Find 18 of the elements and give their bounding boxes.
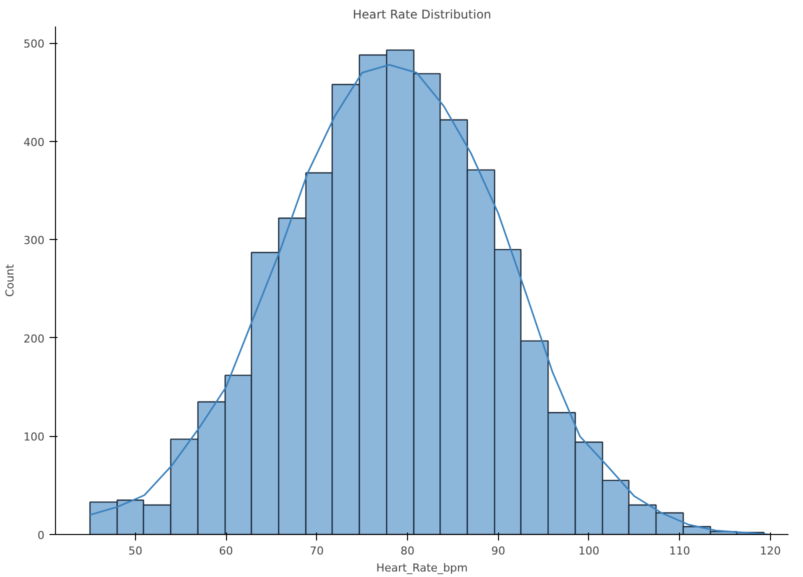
x-tick-label: 50	[128, 544, 142, 558]
x-tick-label: 60	[219, 544, 234, 558]
chart-title: Heart Rate Distribution	[352, 8, 492, 22]
y-tick-label: 0	[38, 529, 44, 542]
x-tick-label: 110	[669, 544, 690, 558]
x-tick-label: 100	[578, 544, 600, 558]
x-tick-label: 80	[400, 544, 414, 558]
y-tick-label: 400	[24, 136, 45, 149]
y-tick-label: 300	[24, 234, 45, 248]
y-tick-label: 100	[24, 430, 45, 444]
x-tick-label: 90	[491, 544, 506, 558]
x-axis-title: Heart_Rate_bpm	[376, 562, 468, 574]
x-tick-label: 120	[760, 544, 781, 558]
y-tick-label: 500	[24, 38, 45, 51]
x-tick-label: 70	[310, 544, 324, 558]
y-tick-label: 200	[24, 332, 45, 346]
y-axis-title: Count	[4, 263, 17, 297]
line-series	[89, 64, 772, 534]
